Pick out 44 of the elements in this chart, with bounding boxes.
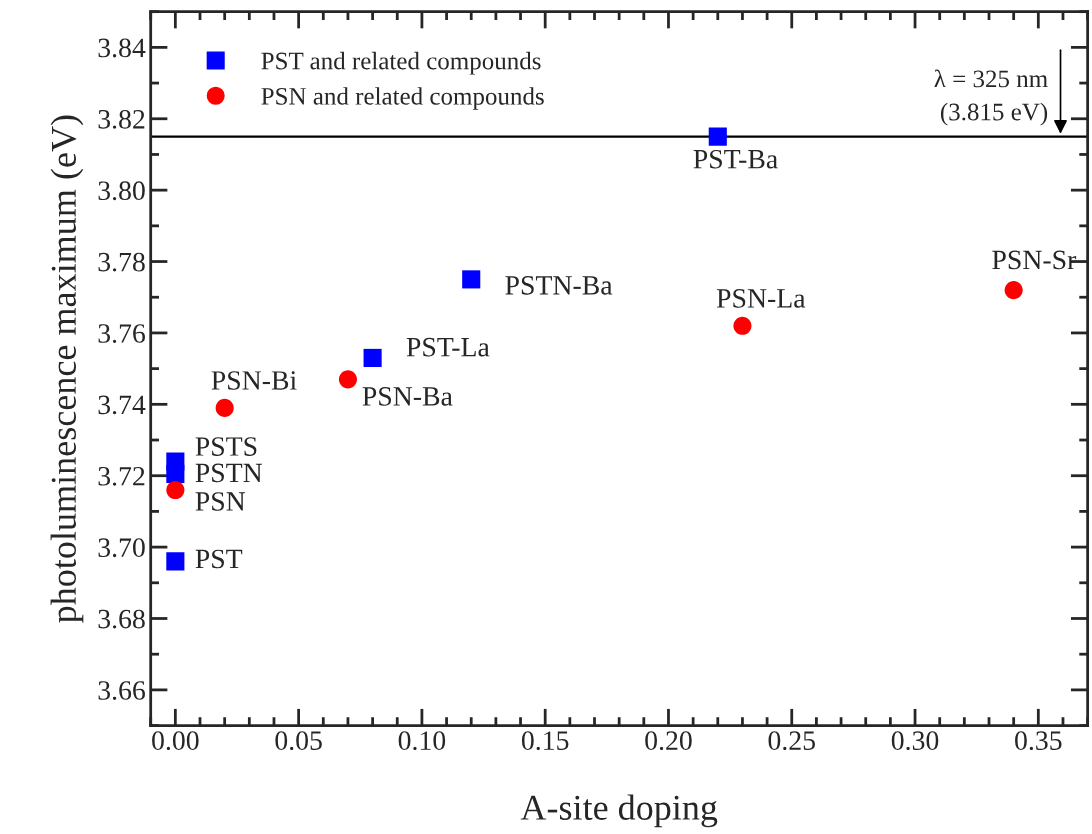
- annotation: PST-La: [406, 337, 490, 357]
- legend-label: PST and related compounds: [261, 51, 541, 75]
- point: [166, 480, 185, 500]
- y-tick-label: 3.74: [98, 395, 146, 415]
- annotation: PST-Ba: [693, 149, 778, 169]
- annotation: PST: [195, 549, 243, 569]
- point: [1004, 281, 1023, 300]
- annotation: PSN-Ba: [362, 387, 453, 406]
- point: [215, 398, 234, 417]
- y-tick-label: 3.82: [98, 109, 145, 129]
- point: [363, 348, 382, 367]
- x-tick-label: 0.25: [768, 731, 815, 751]
- x-tick-label: 0.30: [891, 731, 939, 751]
- y-tick-label: 3.70: [98, 538, 145, 558]
- point: [708, 127, 727, 146]
- y-tick-label: 3.66: [98, 681, 146, 700]
- x-tick-label: 0.05: [275, 731, 322, 751]
- y-axis-title: photoluminescence maximum (eV): [50, 115, 84, 623]
- y-tick-label: 3.78: [98, 252, 145, 272]
- y-tick-label: 3.68: [98, 609, 145, 629]
- annotation: PSTN: [195, 463, 263, 483]
- annotation: PSTS: [195, 437, 257, 456]
- y-tick-label: 3.76: [98, 324, 146, 343]
- x-tick-label: 0.00: [152, 731, 199, 751]
- y-tick-label: 3.84: [98, 38, 146, 58]
- annotation: PSTN-Ba: [505, 276, 613, 295]
- annotation: PSN-Bi: [211, 371, 297, 390]
- x-axis-title: A-site doping: [520, 794, 718, 828]
- annotation: PSN-La: [716, 289, 806, 308]
- x-tick-label: 0.35: [1015, 731, 1062, 751]
- legend-label: PSN and related compounds: [261, 87, 544, 110]
- point: [733, 316, 752, 335]
- point: [338, 370, 357, 389]
- annotation: PSN-Sr: [992, 250, 1077, 270]
- ref-line-label: λ = 325 nm (3.815 eV): [934, 69, 1048, 126]
- y-tick-label: 3.80: [98, 181, 145, 201]
- x-tick-label: 0.10: [398, 731, 446, 751]
- x-tick-label: 0.15: [521, 731, 569, 751]
- x-tick-label: 0.20: [645, 731, 692, 751]
- annotation: PSN: [195, 492, 246, 511]
- point: [166, 452, 185, 471]
- point: [166, 552, 185, 571]
- point: [462, 270, 481, 289]
- y-tick-label: 3.72: [98, 466, 145, 486]
